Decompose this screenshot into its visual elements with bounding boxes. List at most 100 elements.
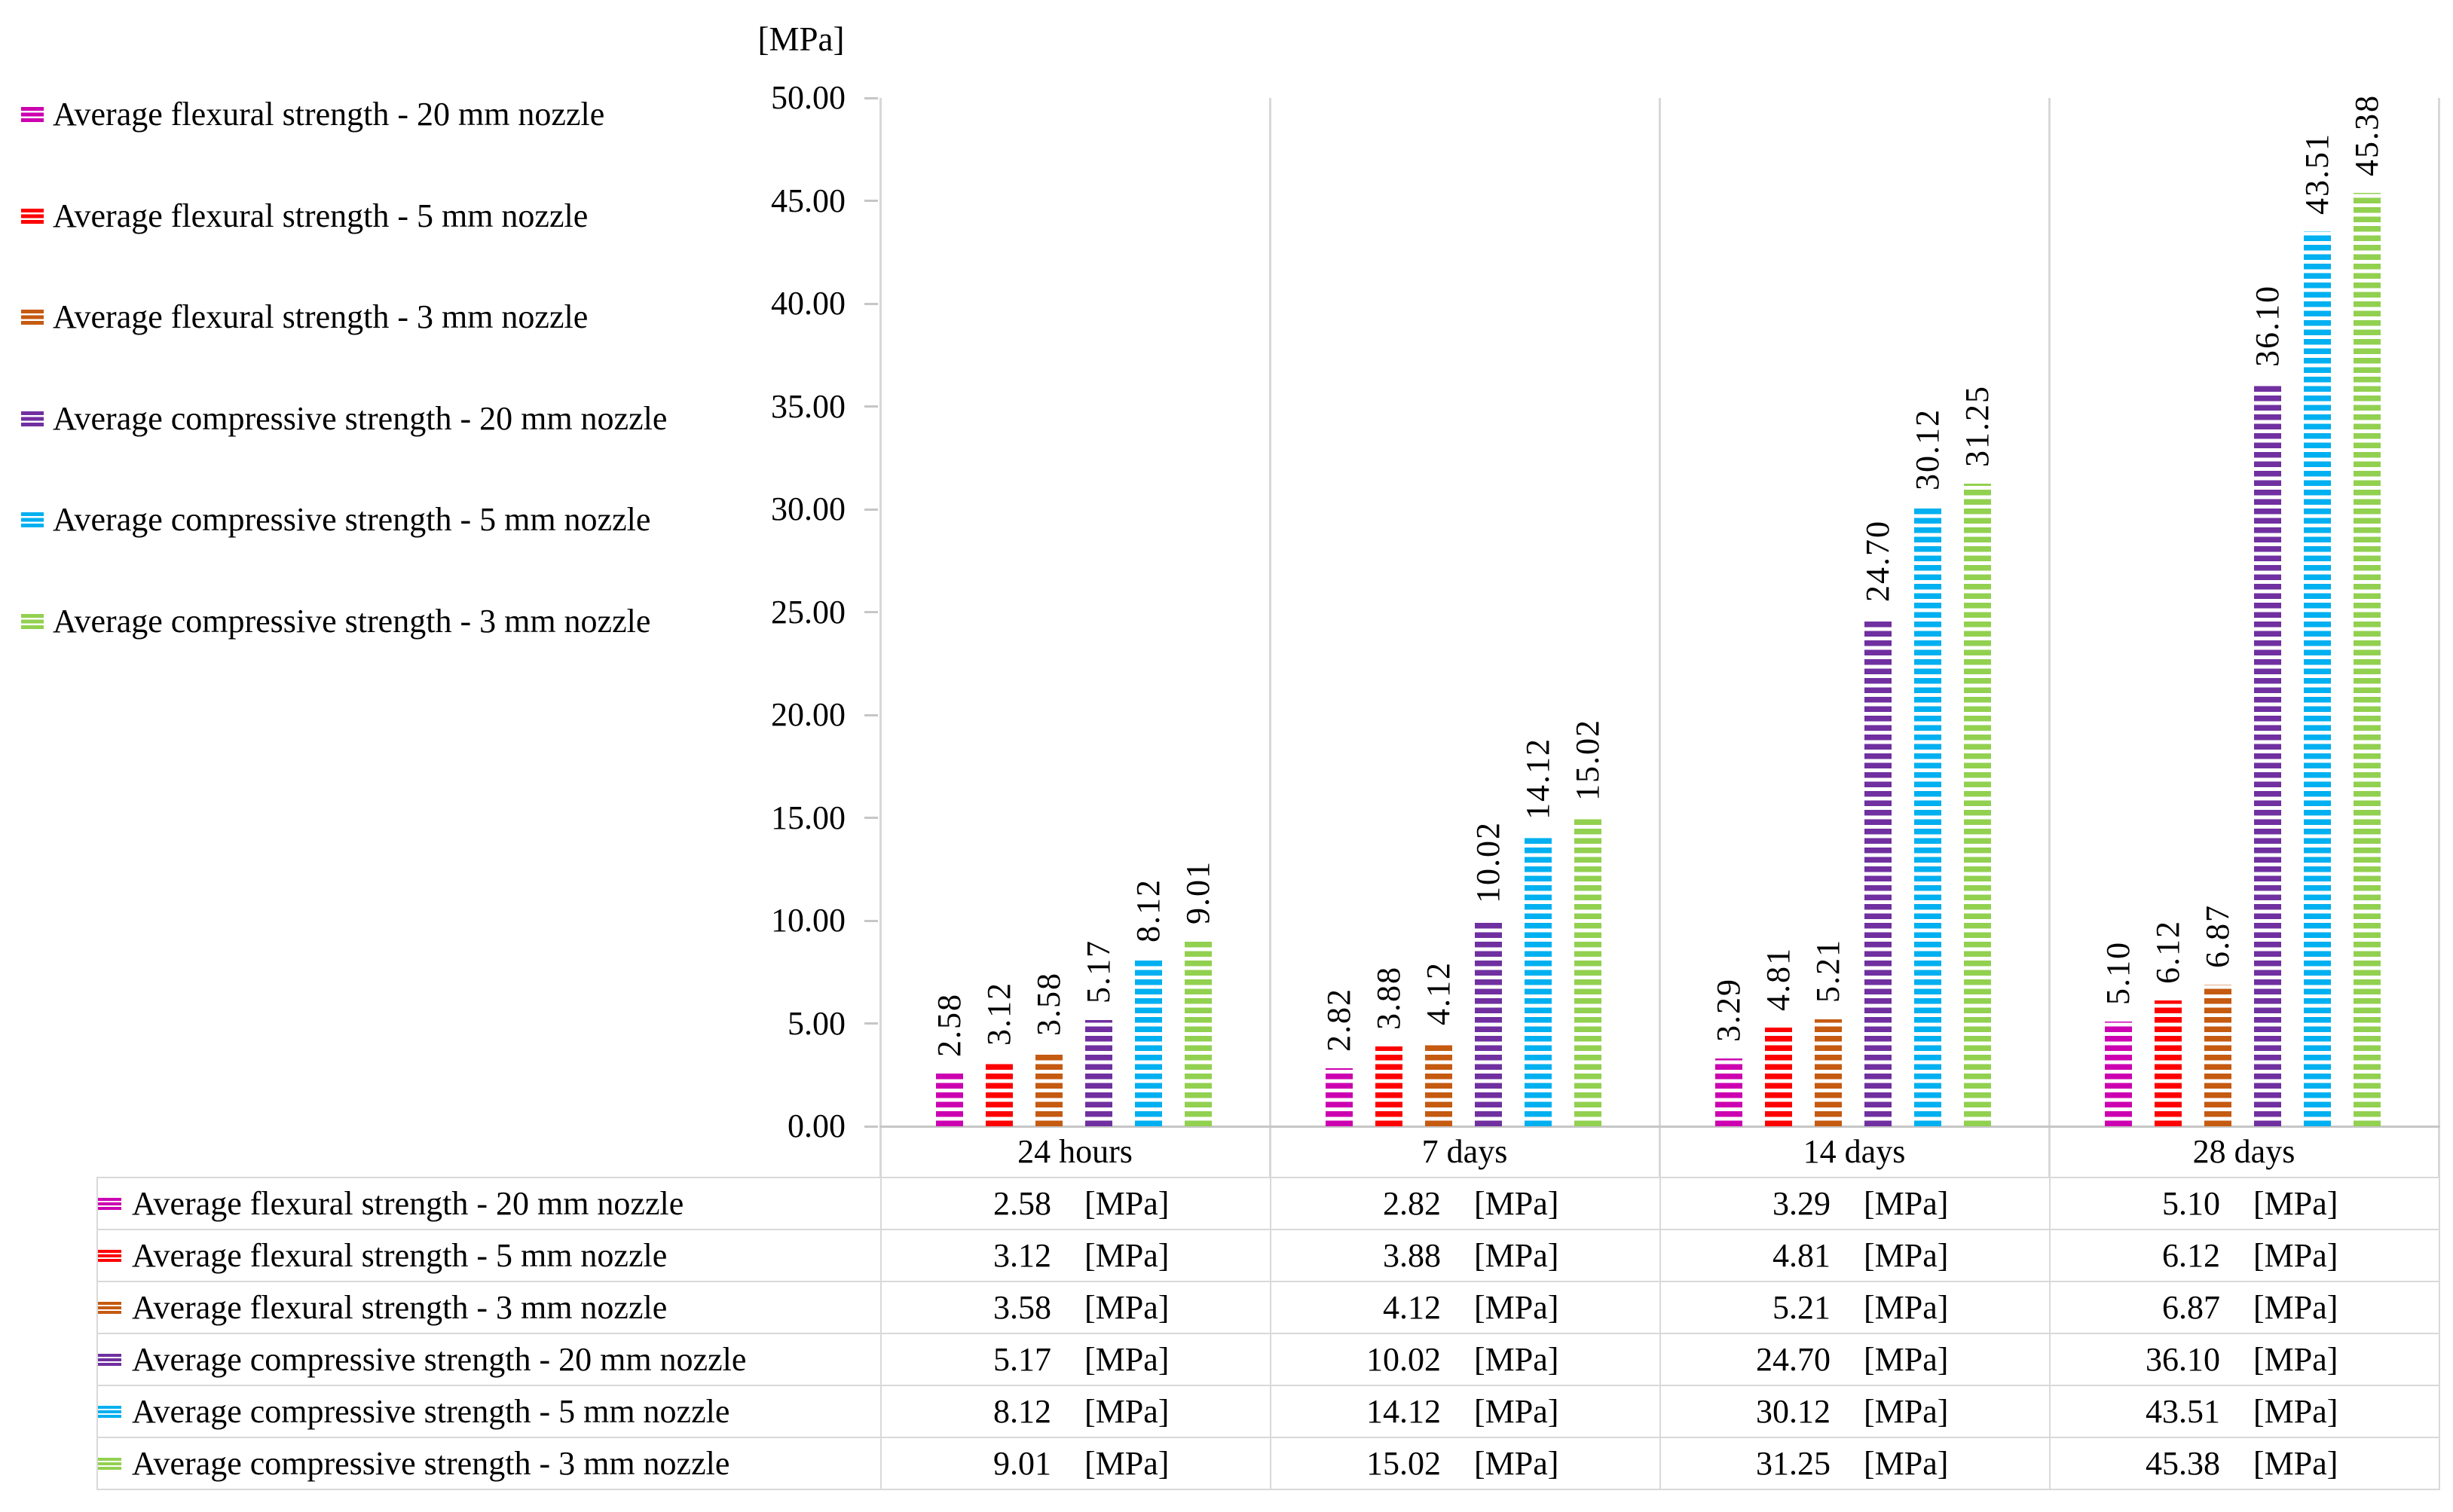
- y-axis-tick-mark: [864, 611, 878, 613]
- value-cell: 2.82 [MPa]: [1270, 1177, 1661, 1230]
- category-separator-line: [2048, 98, 2051, 1177]
- bar-value-label: 9.01: [1179, 860, 1216, 925]
- value-cell-content: 45.38 [MPa]: [2051, 1444, 2438, 1483]
- value-cell: 24.70 [MPa]: [1659, 1333, 2051, 1386]
- unit-text: [MPa]: [1474, 1341, 1559, 1378]
- bar: [1964, 483, 1991, 1126]
- unit-text: [MPa]: [1864, 1341, 1949, 1378]
- value-text: 9.01: [993, 1445, 1051, 1482]
- value-text: 5.21: [1772, 1289, 1831, 1326]
- category-separator-line: [2437, 98, 2440, 1177]
- bar-value-label: 3.29: [1710, 978, 1747, 1043]
- series-name-cell-content: Average flexural strength - 5 mm nozzle: [99, 1236, 879, 1275]
- y-axis-tick-mark: [864, 1022, 878, 1025]
- value-cell: 36.10 [MPa]: [2049, 1333, 2440, 1386]
- unit-text: [MPa]: [1864, 1445, 1949, 1482]
- bar: [2204, 985, 2231, 1126]
- y-axis-tick-mark: [864, 1125, 878, 1128]
- value-cell: 14.12 [MPa]: [1270, 1385, 1661, 1438]
- value-cell-content: 3.58 [MPa]: [882, 1288, 1269, 1327]
- bar: [1815, 1019, 1842, 1126]
- legend-item: Average flexural strength - 5 mm nozzle: [21, 194, 588, 239]
- legend-key-icon: [21, 208, 44, 224]
- unit-text: [MPa]: [1864, 1289, 1949, 1326]
- value-cell-content: 6.87 [MPa]: [2051, 1288, 2438, 1327]
- value-cell-content: 3.88 [MPa]: [1272, 1236, 1659, 1275]
- value-cell: 9.01 [MPa]: [880, 1437, 1271, 1490]
- value-text: 24.70: [1756, 1341, 1831, 1378]
- legend-item: Average flexural strength - 20 mm nozzle: [21, 92, 604, 137]
- unit-text: [MPa]: [2253, 1289, 2338, 1326]
- y-axis-tick-mark: [864, 200, 878, 202]
- series-name-cell-content: Average compressive strength - 20 mm noz…: [99, 1340, 879, 1379]
- value-cell: 5.17 [MPa]: [880, 1333, 1271, 1386]
- legend-item-label: Average flexural strength - 3 mm nozzle: [53, 298, 589, 336]
- bar-value-label: 15.02: [1569, 718, 1606, 801]
- series-name-cell: Average compressive strength - 5 mm nozz…: [96, 1385, 882, 1438]
- value-cell-content: 8.12 [MPa]: [882, 1392, 1269, 1431]
- y-axis-tick-mark: [864, 96, 878, 99]
- value-cell-content: 31.25 [MPa]: [1662, 1444, 2048, 1483]
- y-axis-tick-label: 20.00: [771, 696, 846, 733]
- value-cell: 5.10 [MPa]: [2049, 1177, 2440, 1230]
- unit-text: [MPa]: [2253, 1341, 2338, 1378]
- value-cell-content: 36.10 [MPa]: [2051, 1340, 2438, 1379]
- y-axis-tick-mark: [864, 302, 878, 305]
- bar-value-label: 6.87: [2199, 904, 2236, 969]
- series-name-cell-content: Average compressive strength - 5 mm nozz…: [99, 1392, 879, 1431]
- series-name-cell: Average flexural strength - 3 mm nozzle: [96, 1281, 882, 1334]
- table-row: Average compressive strength - 3 mm nozz…: [96, 1437, 2440, 1490]
- table-legend-key-icon: [99, 1405, 121, 1418]
- value-cell: 30.12 [MPa]: [1659, 1385, 2051, 1438]
- legend-item: Average compressive strength - 5 mm nozz…: [21, 497, 650, 542]
- y-axis-unit-title: [MPa]: [757, 20, 845, 58]
- series-name-cell: Average compressive strength - 3 mm nozz…: [96, 1437, 882, 1490]
- value-text: 43.51: [2146, 1393, 2220, 1430]
- value-cell-content: 9.01 [MPa]: [882, 1444, 1269, 1483]
- bar: [1326, 1068, 1353, 1126]
- y-axis-tick-label: 35.00: [771, 387, 846, 425]
- unit-text: [MPa]: [1084, 1289, 1170, 1326]
- legend-item: Average flexural strength - 3 mm nozzle: [21, 295, 588, 340]
- bar-value-label: 4.12: [1420, 961, 1457, 1025]
- value-text: 3.29: [1772, 1185, 1831, 1222]
- unit-text: [MPa]: [1474, 1237, 1559, 1274]
- series-name-label: Average flexural strength - 5 mm nozzle: [132, 1237, 668, 1274]
- bar: [986, 1061, 1013, 1126]
- bar-value-label: 6.12: [2149, 919, 2186, 984]
- bar: [1525, 835, 1552, 1126]
- value-cell: 15.02 [MPa]: [1270, 1437, 1661, 1490]
- x-axis-line: [879, 1125, 2440, 1128]
- value-text: 30.12: [1756, 1393, 1831, 1430]
- unit-text: [MPa]: [1474, 1445, 1559, 1482]
- table-legend-key-icon: [99, 1197, 121, 1210]
- value-text: 4.12: [1383, 1289, 1441, 1326]
- value-cell-content: 15.02 [MPa]: [1272, 1444, 1659, 1483]
- table-legend-key-icon: [99, 1301, 121, 1314]
- value-cell-content: 30.12 [MPa]: [1662, 1392, 2048, 1431]
- table-row: Average flexural strength - 3 mm nozzle 3…: [96, 1281, 2440, 1334]
- y-axis-tick-mark: [864, 508, 878, 511]
- unit-text: [MPa]: [2253, 1237, 2338, 1274]
- series-name-label: Average flexural strength - 20 mm nozzle: [132, 1185, 684, 1222]
- bar-value-label: 5.10: [2100, 940, 2136, 1005]
- category-separator-line: [879, 98, 882, 1177]
- value-cell: 2.58 [MPa]: [880, 1177, 1271, 1230]
- unit-text: [MPa]: [1474, 1393, 1559, 1430]
- y-axis-tick-label: 5.00: [788, 1004, 846, 1042]
- value-cell-content: 5.17 [MPa]: [882, 1340, 1269, 1379]
- y-axis-tick-label: 15.00: [771, 799, 846, 836]
- value-cell-content: 3.29 [MPa]: [1662, 1184, 2048, 1223]
- value-cell: 3.58 [MPa]: [880, 1281, 1271, 1334]
- category-separator-line: [1658, 98, 1661, 1177]
- data-table: Average flexural strength - 20 mm nozzle…: [96, 1177, 2440, 1490]
- y-axis-tick-mark: [864, 405, 878, 408]
- value-cell-content: 24.70 [MPa]: [1662, 1340, 2048, 1379]
- unit-text: [MPa]: [1474, 1185, 1559, 1222]
- category-label: 28 days: [2192, 1133, 2295, 1170]
- legend-item: Average compressive strength - 3 mm nozz…: [21, 599, 650, 644]
- value-cell-content: 3.12 [MPa]: [882, 1236, 1269, 1275]
- value-text: 3.12: [993, 1237, 1051, 1274]
- unit-text: [MPa]: [1084, 1445, 1170, 1482]
